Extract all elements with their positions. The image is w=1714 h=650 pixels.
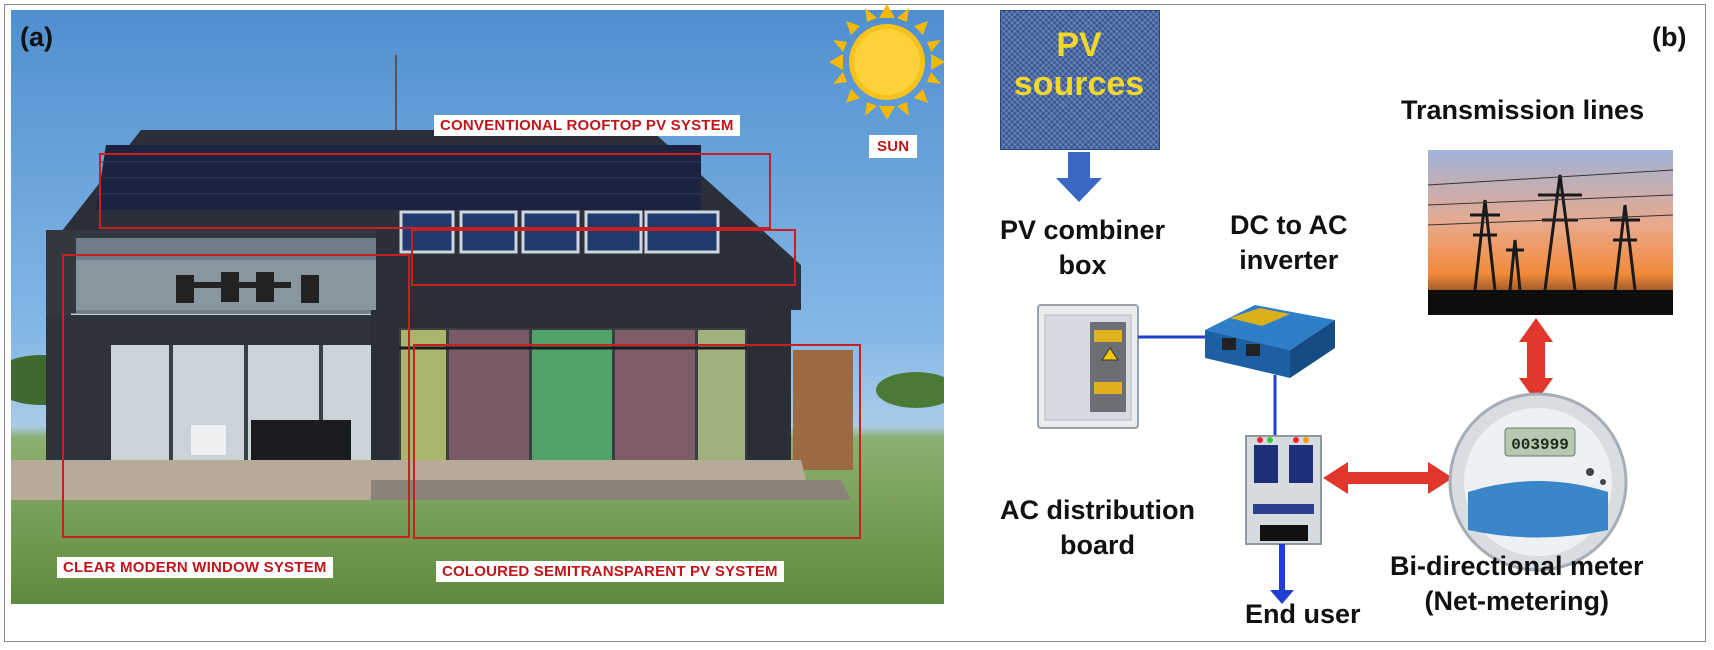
board-meter-arrow xyxy=(1323,462,1453,494)
ac-board-icon xyxy=(1245,435,1322,545)
end-user-label: End user xyxy=(1245,599,1361,629)
ac-board-label-line2: board xyxy=(1059,530,1135,561)
sun-label: SUN xyxy=(869,135,918,158)
transmission-lines-icon xyxy=(1427,150,1674,315)
meter-label-line1: Bi-directional meter xyxy=(1390,551,1644,581)
grid-meter-arrow xyxy=(1519,318,1553,402)
window-system-label: CLEAR MODERN WINDOW SYSTEM xyxy=(57,557,333,578)
combiner-box-icon xyxy=(1037,304,1139,429)
inverter-label: DC to AC inverter xyxy=(1230,208,1347,278)
net-meter-icon xyxy=(1448,392,1628,572)
meter-label-line2: (Net-metering) xyxy=(1424,586,1610,617)
rooftop-pv-outline xyxy=(99,153,771,229)
combiner-label-line2: box xyxy=(1058,250,1107,281)
pv-sources-line2: sources xyxy=(1013,65,1145,104)
rooftop-pv-label: CONVENTIONAL ROOFTOP PV SYSTEM xyxy=(434,115,740,136)
coloured-pv-outline xyxy=(413,344,861,539)
inverter-label-line1: DC to AC xyxy=(1230,210,1348,240)
ac-board-label: AC distribution board xyxy=(1000,493,1195,563)
pv-down-arrow xyxy=(1056,152,1102,202)
meter-label: Bi-directional meter (Net-metering) xyxy=(1390,549,1644,619)
combiner-label-line1: PV combiner xyxy=(1000,215,1166,245)
meter-display: 003999 xyxy=(1511,436,1569,454)
ac-board-label-line1: AC distribution xyxy=(1000,495,1195,525)
figure-frame xyxy=(4,4,1706,642)
skylight-outline xyxy=(411,229,796,286)
combiner-label: PV combiner box xyxy=(1000,213,1165,283)
coloured-pv-label: COLOURED SEMITRANSPARENT PV SYSTEM xyxy=(436,561,784,582)
panel-a-letter: (a) xyxy=(20,22,53,52)
inverter-icon xyxy=(1205,305,1335,378)
pv-sources-label: PV sources xyxy=(1000,26,1158,104)
house-photo xyxy=(11,10,944,604)
pv-sources-block xyxy=(1000,10,1160,150)
pv-sources-line1: PV xyxy=(1056,26,1102,64)
panel-b-letter: (b) xyxy=(1652,22,1687,52)
transmission-label: Transmission lines xyxy=(1401,95,1645,125)
inverter-label-line2: inverter xyxy=(1239,245,1339,276)
end-user-arrow xyxy=(1270,544,1294,604)
window-system-outline xyxy=(62,254,410,538)
